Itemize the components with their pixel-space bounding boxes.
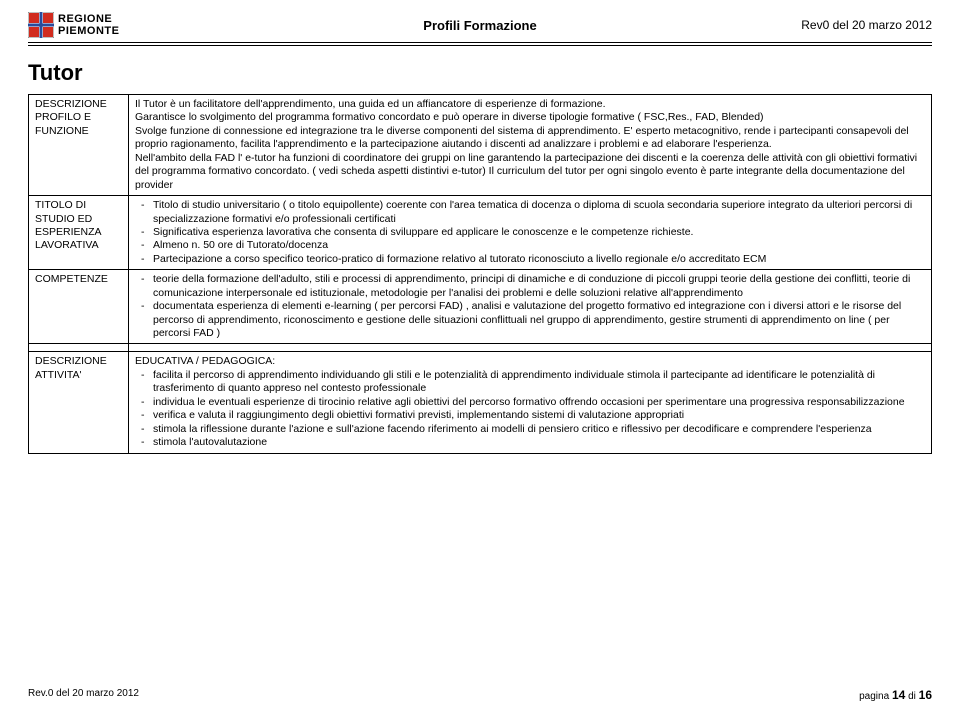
footer-page-num: 14	[892, 688, 905, 702]
list-item: facilita il percorso di apprendimento in…	[135, 369, 925, 396]
list-item: stimola la riflessione durante l'azione …	[135, 423, 925, 436]
footer-page: pagina 14 di 16	[859, 688, 932, 702]
attivita-list: facilita il percorso di apprendimento in…	[135, 369, 925, 450]
row-titolo-studio: TITOLO DI STUDIO ED ESPERIENZA LAVORATIV…	[29, 196, 932, 270]
row-descrizione-profilo: DESCRIZIONE PROFILO E FUNZIONE Il Tutor …	[29, 95, 932, 196]
header-revision: Rev0 del 20 marzo 2012	[752, 18, 932, 32]
logo-line-1: REGIONE	[58, 13, 119, 25]
cell-body-profilo: Il Tutor è un facilitatore dell'apprendi…	[129, 95, 932, 196]
page-footer: Rev.0 del 20 marzo 2012 pagina 14 di 16	[28, 688, 932, 702]
profile-table: DESCRIZIONE PROFILO E FUNZIONE Il Tutor …	[28, 94, 932, 454]
list-item: verifica e valuta il raggiungimento degl…	[135, 409, 925, 422]
list-item: documentata esperienza di elementi e-lea…	[135, 300, 925, 340]
list-item: Partecipazione a corso specifico teorico…	[135, 253, 925, 266]
page-title: Tutor	[28, 60, 932, 86]
cell-body-competenze: teorie della formazione dell'adulto, sti…	[129, 270, 932, 344]
footer-page-of: di	[905, 691, 918, 702]
logo-text: REGIONE PIEMONTE	[58, 13, 119, 37]
logo-line-2: PIEMONTE	[58, 25, 119, 37]
footer-page-prefix: pagina	[859, 691, 892, 702]
attivita-heading: EDUCATIVA / PEDAGOGICA:	[135, 355, 925, 368]
footer-left: Rev.0 del 20 marzo 2012	[28, 688, 139, 702]
page-header: REGIONE PIEMONTE Profili Formazione Rev0…	[28, 12, 932, 43]
list-item: Almeno n. 50 ore di Tutorato/docenza	[135, 239, 925, 252]
footer-page-total: 16	[919, 688, 932, 702]
list-item: individua le eventuali esperienze di tir…	[135, 396, 925, 409]
cell-label-titolo: TITOLO DI STUDIO ED ESPERIENZA LAVORATIV…	[29, 196, 129, 270]
regione-piemonte-logo-icon	[28, 12, 54, 38]
cell-label-competenze: COMPETENZE	[29, 270, 129, 344]
list-item: Titolo di studio universitario ( o titol…	[135, 199, 925, 226]
row-gap	[29, 344, 932, 352]
list-item: stimola l'autovalutazione	[135, 436, 925, 449]
cell-label-attivita: DESCRIZIONE ATTIVITA'	[29, 352, 129, 453]
list-item: teorie della formazione dell'adulto, sti…	[135, 273, 925, 300]
row-competenze: COMPETENZE teorie della formazione dell'…	[29, 270, 932, 344]
list-item: Significativa esperienza lavorativa che …	[135, 226, 925, 239]
row-descrizione-attivita: DESCRIZIONE ATTIVITA' EDUCATIVA / PEDAGO…	[29, 352, 932, 453]
cell-label-profilo: DESCRIZIONE PROFILO E FUNZIONE	[29, 95, 129, 196]
header-title: Profili Formazione	[208, 18, 752, 33]
cell-body-attivita: EDUCATIVA / PEDAGOGICA: facilita il perc…	[129, 352, 932, 453]
logo-block: REGIONE PIEMONTE	[28, 12, 208, 38]
titolo-list: Titolo di studio universitario ( o titol…	[135, 199, 925, 266]
header-rule	[28, 45, 932, 46]
competenze-list: teorie della formazione dell'adulto, sti…	[135, 273, 925, 340]
cell-body-titolo: Titolo di studio universitario ( o titol…	[129, 196, 932, 270]
